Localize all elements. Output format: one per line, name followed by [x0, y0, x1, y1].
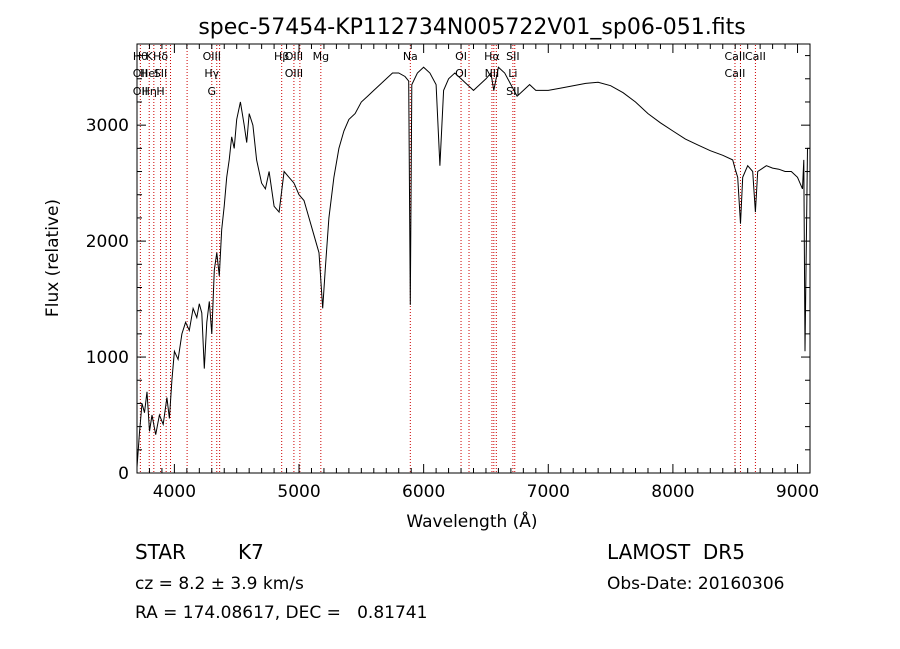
marker-label: OIII	[203, 50, 221, 63]
marker-label: Li	[508, 67, 517, 80]
marker-label: OIII	[285, 50, 303, 63]
marker-label: G	[208, 85, 217, 98]
marker-label: Hα	[484, 50, 500, 63]
y-axis-label: Flux (relative)	[43, 199, 63, 317]
marker-label: OI	[455, 67, 467, 80]
marker-label: Hγ	[204, 67, 219, 80]
x-tick-label: 4000	[153, 482, 196, 502]
y-tick-label: 1000	[86, 348, 129, 368]
y-tick-label: 3000	[86, 116, 129, 136]
spectrum-line	[136, 66, 810, 468]
marker-label: CaII	[725, 67, 746, 80]
redshift-line: cz = 8.2 ± 3.9 km/s	[135, 574, 304, 594]
survey-name: LAMOST DR5	[607, 540, 745, 564]
line-markers	[139, 45, 756, 472]
marker-label: CaII	[745, 50, 766, 63]
x-axis-ticks: 4000 5000 6000 7000 8000 9000	[148, 44, 819, 502]
marker-label: SII	[506, 50, 519, 63]
marker-label: H	[156, 85, 164, 98]
marker-label: Hδ	[153, 50, 168, 63]
x-tick-label: 8000	[651, 482, 694, 502]
marker-label: CaII	[725, 50, 746, 63]
marker-label: HeI	[140, 67, 158, 80]
observation-date: Obs-Date: 20160306	[607, 574, 785, 594]
y-tick-label: 0	[118, 464, 129, 484]
marker-label: OI	[455, 50, 467, 63]
coordinates: RA = 174.08617, DEC = 0.81741	[135, 603, 428, 623]
x-tick-label: 7000	[527, 482, 570, 502]
marker-label: Hβ	[274, 50, 289, 63]
x-axis-label: Wavelength (Å)	[406, 510, 537, 532]
marker-label: OIII	[285, 67, 303, 80]
marker-label: Hη	[142, 85, 157, 98]
plot-frame	[136, 43, 811, 474]
marker-label: Na	[403, 50, 418, 63]
y-axis-ticks: 0 1000 2000 3000	[86, 55, 810, 484]
marker-label: SII	[154, 67, 167, 80]
marker-label: K	[146, 50, 154, 63]
y-tick-label: 2000	[86, 232, 129, 252]
x-tick-label: 5000	[277, 482, 320, 502]
object-subclass: K7	[238, 540, 264, 564]
x-tick-label: 6000	[402, 482, 445, 502]
object-class: STAR	[135, 540, 186, 564]
chart-title: spec-57454-KP112734N005722V01_sp06-051.f…	[198, 15, 745, 40]
x-tick-label: 9000	[776, 482, 819, 502]
marker-label: Mg	[313, 50, 329, 63]
